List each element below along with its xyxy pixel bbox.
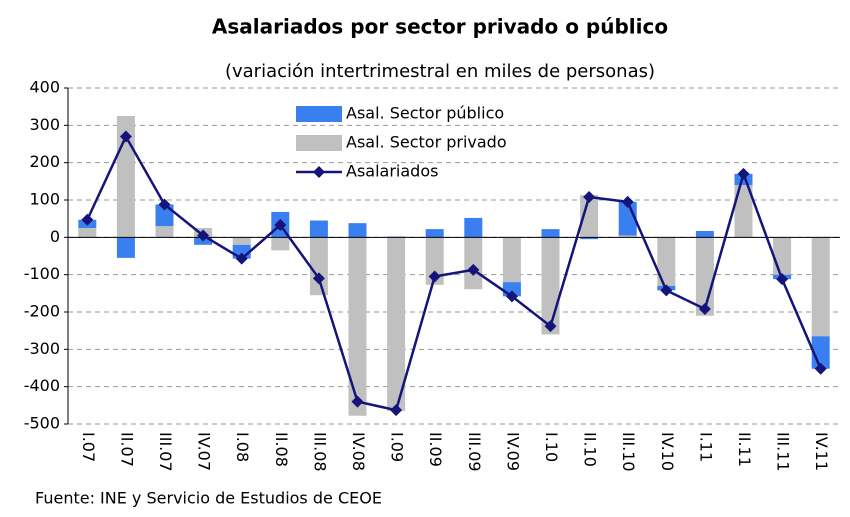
- x-tick-label: IV.11: [812, 432, 831, 471]
- x-tick-label: II.07: [117, 432, 136, 467]
- marker: [583, 191, 596, 204]
- marker: [158, 198, 171, 211]
- y-tick-label: 200: [29, 152, 60, 171]
- x-tick-label: I.08: [233, 432, 252, 462]
- marker: [197, 229, 210, 242]
- bar: [464, 217, 483, 238]
- bar: [232, 237, 251, 245]
- bar: [580, 195, 599, 238]
- marker: [351, 395, 364, 408]
- legend-swatch: [296, 135, 342, 151]
- bar: [271, 237, 290, 251]
- y-tick-label: 400: [29, 78, 60, 97]
- x-tick-label: I.07: [79, 432, 98, 462]
- bar: [502, 237, 521, 283]
- bar: [387, 237, 406, 411]
- marker: [544, 320, 557, 333]
- x-tick-label: II.10: [581, 432, 600, 467]
- y-tick-label: -200: [24, 302, 60, 321]
- x-tick-label: II.09: [426, 432, 445, 467]
- x-tick-label: II.11: [735, 432, 754, 467]
- marker: [274, 219, 287, 232]
- y-tick-label: -500: [24, 414, 60, 433]
- bar: [309, 220, 328, 238]
- y-tick-label: 0: [50, 227, 60, 246]
- marker: [428, 270, 441, 283]
- marker: [390, 404, 403, 417]
- bar: [695, 230, 714, 238]
- bar: [116, 237, 135, 258]
- marker: [505, 290, 518, 303]
- bar: [78, 228, 97, 238]
- bar: [425, 237, 444, 285]
- bar: [618, 235, 637, 238]
- marker: [814, 362, 827, 375]
- y-tick-label: -400: [24, 376, 60, 395]
- y-tick-label: 300: [29, 115, 60, 134]
- x-tick-label: IV.09: [503, 432, 522, 471]
- legend-label: Asal. Sector público: [346, 104, 504, 123]
- bar: [348, 223, 367, 238]
- y-tick-label: 100: [29, 190, 60, 209]
- bar: [425, 229, 444, 238]
- marker: [737, 167, 750, 180]
- bar: [811, 237, 830, 337]
- x-tick-label: II.08: [272, 432, 291, 467]
- marker: [621, 195, 634, 208]
- source: Fuente: INE y Servicio de Estudios de CE…: [35, 489, 382, 508]
- x-tick-label: III.08: [310, 432, 329, 472]
- x-tick-label: IV.08: [349, 432, 368, 471]
- x-tick-label: III.09: [465, 432, 484, 472]
- legend-marker: [313, 166, 325, 178]
- y-tick-label: -300: [24, 339, 60, 358]
- line: [86, 133, 822, 412]
- bar: [155, 226, 174, 238]
- bar: [541, 229, 560, 238]
- x-tick-label: IV.10: [658, 432, 677, 471]
- x-tick-label: III.07: [156, 432, 175, 472]
- legend-swatch: [296, 106, 342, 122]
- legend-label: Asalariados: [346, 162, 438, 181]
- legend-label: Asal. Sector privado: [346, 133, 507, 152]
- marker: [776, 273, 789, 286]
- marker: [81, 213, 94, 226]
- y-tick-label: -100: [24, 264, 60, 283]
- marker: [312, 272, 325, 285]
- x-tick-label: III.10: [619, 432, 638, 472]
- bar: [155, 204, 174, 227]
- chart-title: Asalariados por sector privado o público: [212, 15, 668, 39]
- marker: [698, 303, 711, 316]
- bar: [773, 237, 792, 275]
- marker: [235, 252, 248, 265]
- x-tick-label: III.11: [774, 432, 793, 472]
- chart-subtitle: (variación intertrimestral en miles de p…: [225, 61, 655, 82]
- x-tick-label: I.10: [542, 432, 561, 462]
- bar: [309, 237, 328, 296]
- x-tick-label: I.09: [388, 432, 407, 462]
- bar: [657, 237, 676, 286]
- marker: [467, 263, 480, 276]
- marker: [660, 284, 673, 297]
- x-tick-label: IV.07: [195, 432, 214, 471]
- marker: [119, 130, 132, 143]
- bar: [464, 237, 483, 290]
- bar: [734, 185, 753, 238]
- bar: [348, 237, 367, 416]
- bar: [580, 237, 599, 240]
- x-tick-label: I.11: [696, 432, 715, 462]
